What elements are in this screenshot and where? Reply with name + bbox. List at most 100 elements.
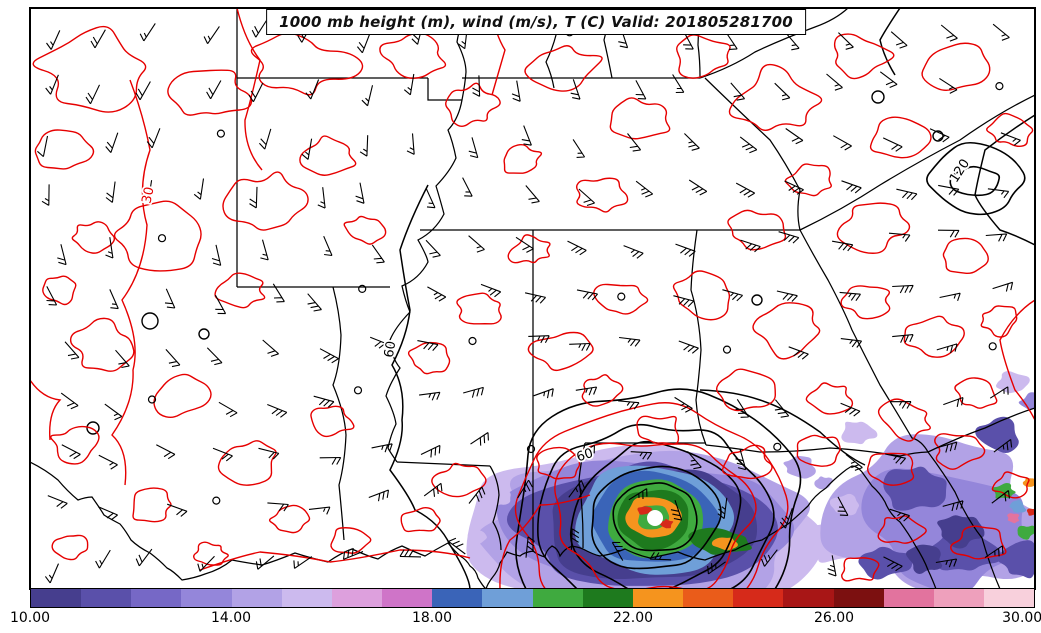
wind-barb: [991, 490, 1010, 504]
temperature-contour: [869, 116, 932, 159]
wind-barb: [371, 443, 393, 453]
wind-barb: [403, 73, 415, 96]
wind-barb: [939, 292, 961, 301]
map-title-box: 1000 mb height (m), wind (m/s), T (C) Va…: [266, 9, 806, 35]
wind-barb: [788, 346, 809, 360]
calm-wind-symbol: [216, 129, 225, 138]
colorbar-segment: [983, 589, 1035, 607]
wind-barb: [45, 74, 59, 95]
temperature-contour: [199, 549, 471, 571]
shading-region: [858, 546, 913, 580]
state-border: [30, 461, 937, 589]
wind-barb: [258, 447, 280, 460]
temperature-contour: [503, 143, 543, 174]
wind-barb: [521, 125, 532, 146]
wind-barb: [776, 290, 798, 302]
shading-region: [996, 371, 1030, 394]
contour-label: 30: [140, 186, 158, 205]
wind-barb: [570, 79, 581, 100]
shading-region: [467, 530, 487, 547]
temperature-contour: [536, 446, 581, 480]
calm-wind-symbol: [212, 496, 221, 505]
calm-wind-symbol: [988, 342, 997, 351]
wind-barb: [104, 403, 123, 421]
height-contour-max: [198, 328, 210, 340]
wind-barb: [735, 399, 750, 418]
wind-barb: [211, 244, 222, 266]
wind-barb: [135, 548, 153, 567]
wind-barb: [879, 71, 898, 89]
temperature-contour: [132, 487, 172, 523]
colorbar-segment: [382, 589, 433, 607]
wind-barb: [214, 294, 227, 315]
wind-barb: [368, 489, 390, 502]
wind-barb: [993, 438, 1013, 453]
wind-barb: [1000, 132, 1021, 146]
wind-barb: [371, 244, 385, 264]
wind-barb: [740, 239, 761, 253]
temperature-contours-layer: [30, 8, 1035, 589]
calm-wind-symbol: [526, 444, 536, 454]
wind-barb: [267, 502, 289, 512]
state-border: [396, 461, 491, 467]
colorbar-segment: [131, 589, 182, 607]
wind-barb: [882, 137, 903, 152]
wind-barb: [575, 444, 595, 458]
wind-barb: [420, 444, 441, 458]
temperature-contour: [877, 515, 927, 544]
temperature-contour: [934, 433, 986, 470]
colorbar-segment: [933, 589, 984, 607]
wind-barb: [197, 555, 215, 572]
shading-region: [1026, 508, 1035, 516]
wind-barb: [889, 508, 910, 522]
wind-barb: [938, 184, 960, 196]
wind-barb: [735, 449, 747, 471]
wind-barb: [940, 24, 958, 42]
shading-region: [905, 544, 943, 575]
wind-barb: [826, 73, 843, 91]
wind-barb: [212, 447, 233, 462]
shading-region: [975, 416, 1019, 454]
height-contour: [591, 465, 722, 570]
wind-barb: [735, 182, 755, 198]
temperature-contour: [217, 440, 277, 486]
colorbar-tick-label: 26.00: [813, 610, 855, 626]
shading-region: [1018, 392, 1035, 411]
wind-barb: [255, 555, 275, 570]
wind-barb: [361, 85, 374, 107]
wind-barb: [841, 180, 862, 194]
wind-barb: [105, 237, 114, 259]
wind-barb: [635, 180, 654, 198]
wind-barb: [525, 185, 540, 204]
wind-barb: [419, 391, 441, 401]
colorbar-tick-label: 18.00: [411, 610, 453, 626]
temperature-contour: [69, 317, 135, 372]
temperature-contour: [727, 209, 787, 251]
wind-barb: [272, 283, 285, 303]
wind-barb: [98, 454, 118, 470]
temperature-contour: [796, 434, 841, 467]
wind-barb: [468, 235, 485, 253]
state-border: [699, 8, 849, 79]
height-contour-max: [141, 312, 159, 330]
wind-barb: [578, 188, 595, 207]
shading-region: [814, 476, 833, 490]
colorbar-segment: [833, 589, 884, 607]
wind-barb: [267, 403, 288, 418]
temperature-contour: [113, 200, 202, 272]
shading-region: [659, 518, 674, 529]
wind-barb: [627, 133, 642, 152]
wind-barb: [524, 292, 547, 304]
colorbar-segment: [31, 589, 82, 607]
wind-barb: [837, 496, 849, 516]
wind-barb: [707, 561, 726, 575]
wind-barbs-layer: [37, 17, 1021, 584]
calm-wind-symbol: [468, 336, 477, 346]
wind-barb: [90, 29, 106, 49]
wind-barb: [533, 388, 554, 399]
wind-barb: [936, 343, 958, 354]
wind-barb: [46, 286, 58, 306]
height-contour: [537, 423, 775, 589]
